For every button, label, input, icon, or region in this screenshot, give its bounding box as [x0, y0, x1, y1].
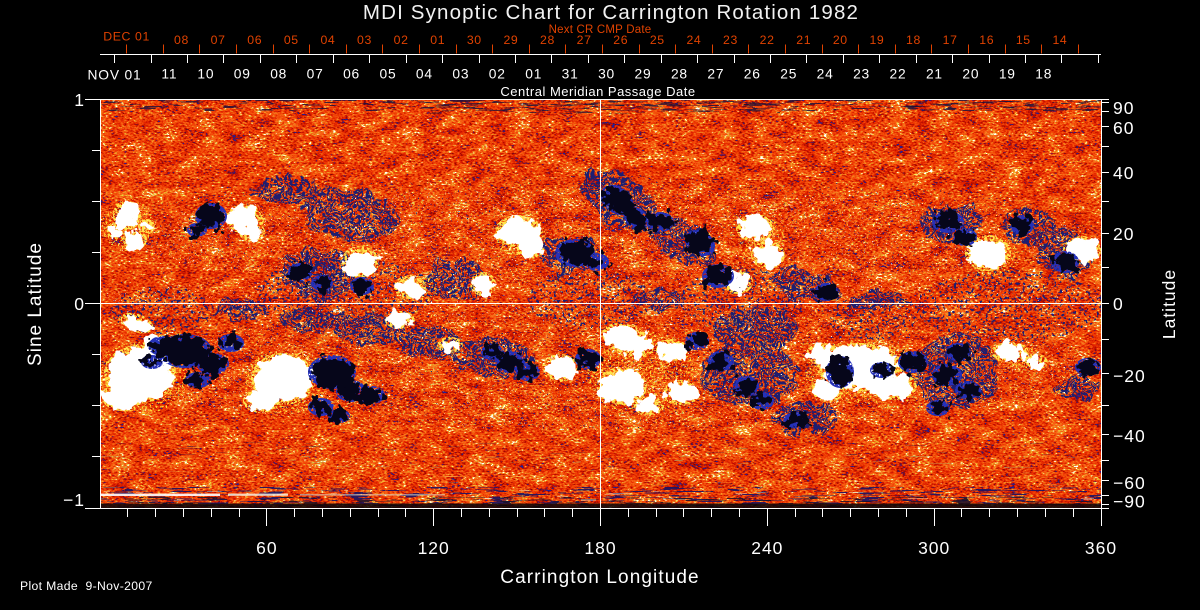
svg-text:40: 40: [1113, 163, 1134, 183]
svg-text:−90: −90: [1113, 492, 1146, 512]
svg-text:−1: −1: [63, 490, 85, 510]
svg-text:28: 28: [671, 67, 688, 82]
svg-text:18: 18: [1035, 67, 1052, 82]
svg-text:90: 90: [1113, 98, 1134, 118]
svg-text:21: 21: [796, 33, 811, 47]
svg-text:09: 09: [234, 67, 251, 82]
svg-text:1: 1: [74, 90, 85, 110]
svg-text:240: 240: [751, 538, 783, 558]
svg-text:10: 10: [197, 67, 214, 82]
svg-text:27: 27: [707, 67, 724, 82]
svg-text:29: 29: [635, 67, 652, 82]
svg-text:Sine Latitude: Sine Latitude: [25, 242, 46, 366]
svg-text:Plot Made 9-Nov-2007: Plot Made 9-Nov-2007: [20, 579, 153, 593]
svg-text:02: 02: [394, 33, 409, 47]
svg-text:NOV 01: NOV 01: [88, 68, 142, 83]
svg-text:19: 19: [999, 67, 1016, 82]
svg-text:25: 25: [650, 33, 665, 47]
svg-text:26: 26: [744, 67, 761, 82]
svg-text:02: 02: [489, 67, 506, 82]
svg-text:03: 03: [452, 67, 469, 82]
svg-text:25: 25: [780, 67, 797, 82]
svg-text:20: 20: [1113, 224, 1134, 244]
svg-text:30: 30: [598, 67, 615, 82]
svg-text:Carrington Longitude: Carrington Longitude: [500, 567, 699, 588]
svg-text:08: 08: [174, 33, 189, 47]
svg-text:27: 27: [577, 33, 592, 47]
svg-text:−40: −40: [1113, 426, 1146, 446]
svg-text:Next CR CMP Date: Next CR CMP Date: [549, 24, 652, 36]
svg-text:05: 05: [380, 67, 397, 82]
svg-text:20: 20: [962, 67, 979, 82]
svg-text:14: 14: [1052, 33, 1067, 47]
svg-text:17: 17: [943, 33, 958, 47]
svg-text:07: 07: [307, 67, 324, 82]
svg-text:29: 29: [503, 33, 518, 47]
svg-text:03: 03: [357, 33, 372, 47]
svg-text:19: 19: [869, 33, 884, 47]
svg-text:05: 05: [284, 33, 299, 47]
svg-text:MDI Synoptic Chart for Carring: MDI Synoptic Chart for Carrington Rotati…: [363, 1, 859, 24]
svg-text:04: 04: [416, 67, 433, 82]
svg-text:01: 01: [525, 67, 542, 82]
svg-text:24: 24: [817, 67, 834, 82]
svg-text:180: 180: [584, 538, 616, 558]
svg-text:60: 60: [1113, 118, 1134, 138]
svg-text:−60: −60: [1113, 473, 1146, 493]
svg-text:07: 07: [211, 33, 226, 47]
svg-text:DEC 01: DEC 01: [103, 30, 150, 44]
svg-text:0: 0: [1113, 294, 1124, 314]
svg-text:−20: −20: [1113, 366, 1146, 386]
svg-text:31: 31: [562, 67, 579, 82]
svg-text:15: 15: [1016, 33, 1031, 47]
svg-text:06: 06: [343, 67, 360, 82]
svg-text:300: 300: [918, 538, 950, 558]
svg-text:21: 21: [926, 67, 943, 82]
svg-text:16: 16: [979, 33, 994, 47]
svg-text:04: 04: [320, 33, 335, 47]
svg-text:01: 01: [430, 33, 445, 47]
svg-text:26: 26: [613, 33, 628, 47]
svg-text:20: 20: [833, 33, 848, 47]
svg-text:Latitude: Latitude: [1159, 269, 1179, 339]
svg-text:0: 0: [74, 294, 85, 314]
svg-text:30: 30: [467, 33, 482, 47]
svg-text:24: 24: [686, 33, 701, 47]
svg-text:22: 22: [760, 33, 775, 47]
svg-text:23: 23: [853, 67, 870, 82]
svg-text:360: 360: [1085, 538, 1117, 558]
svg-text:28: 28: [540, 33, 555, 47]
svg-text:18: 18: [906, 33, 921, 47]
svg-text:60: 60: [256, 538, 277, 558]
svg-text:08: 08: [270, 67, 287, 82]
svg-text:22: 22: [890, 67, 907, 82]
svg-text:06: 06: [247, 33, 262, 47]
svg-text:Central Meridian Passage Date: Central Meridian Passage Date: [500, 84, 695, 99]
svg-text:11: 11: [161, 67, 177, 82]
svg-text:23: 23: [723, 33, 738, 47]
svg-text:120: 120: [418, 538, 450, 558]
